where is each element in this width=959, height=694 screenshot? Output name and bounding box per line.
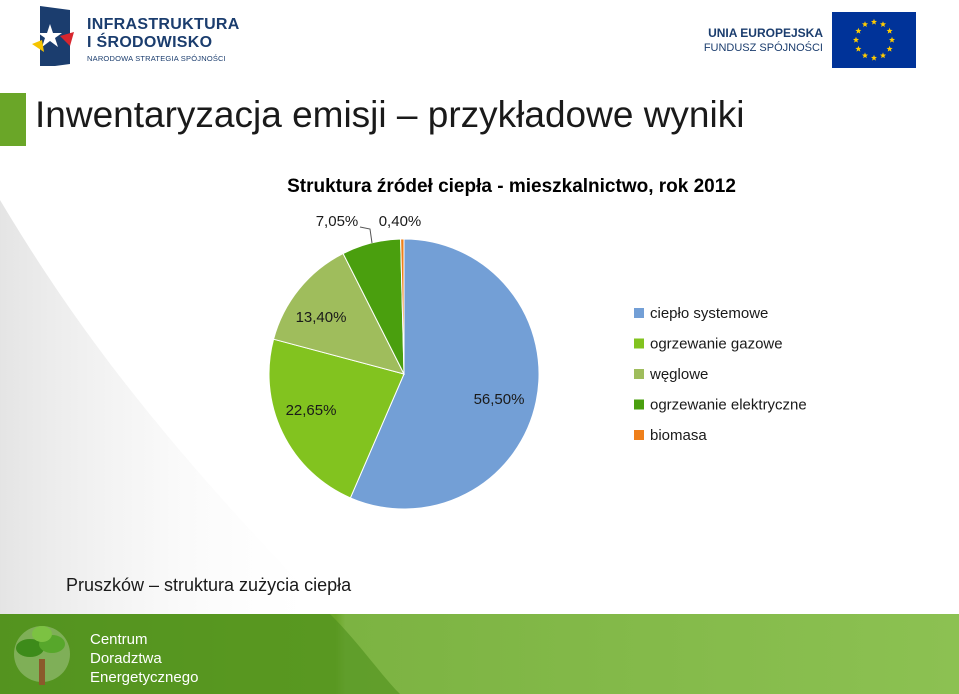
eu-star-icon xyxy=(855,45,862,52)
eu-star-icon xyxy=(855,27,862,34)
eu-star-icon xyxy=(886,45,893,52)
legend-label-2: węglowe xyxy=(649,366,708,383)
footer-bar xyxy=(0,614,959,694)
footer-line2: Doradztwa xyxy=(90,650,162,667)
legend-swatch-4 xyxy=(634,430,644,440)
infrastruktura-logo: INFRASTRUKTURA I ŚRODOWISKO NARODOWA STR… xyxy=(30,6,240,68)
eu-star-icon xyxy=(852,36,860,43)
pie-slice-1 xyxy=(268,338,405,499)
header: INFRASTRUKTURA I ŚRODOWISKO NARODOWA STR… xyxy=(0,0,959,80)
pie-slice-0 xyxy=(349,238,540,510)
title-accent-bar xyxy=(0,93,26,146)
eu-line1: UNIA EUROPEJSKA xyxy=(708,26,823,40)
eu-star-icon xyxy=(870,54,878,61)
page-title: Inwentaryzacja emisji – przykładowe wyni… xyxy=(35,94,745,135)
legend-swatch-2 xyxy=(634,369,644,379)
eu-line2: FUNDUSZ SPÓJNOŚCI xyxy=(703,42,823,54)
footer-line3: Energetycznego xyxy=(90,669,199,686)
data-label-4: 0,40% xyxy=(379,213,422,230)
eu-star-icon xyxy=(861,21,869,27)
footer-line1: Centrum xyxy=(90,631,148,648)
subtitle: Pruszków – struktura zużycia ciepła xyxy=(66,575,352,595)
eu-flag-icon xyxy=(832,12,916,68)
eu-star-icon xyxy=(879,21,887,27)
eu-star-icon xyxy=(879,52,887,59)
data-label-2: 13,40% xyxy=(296,309,347,326)
pie-slice-4 xyxy=(400,238,405,375)
legend-swatch-3 xyxy=(634,399,644,410)
star-emblem-icon xyxy=(32,6,74,66)
eu-star-icon xyxy=(888,36,896,43)
eu-star-icon xyxy=(861,52,869,59)
eu-logo-text: UNIA EUROPEJSKA FUNDUSZ SPÓJNOŚCI xyxy=(704,26,823,54)
legend-label-0: ciepło systemowe xyxy=(650,305,768,322)
eu-star-icon xyxy=(870,18,878,25)
legend-label-4: biomasa xyxy=(650,427,707,444)
chart-title: Struktura źródeł ciepła - mieszkalnictwo… xyxy=(287,176,736,197)
pie-slice-2 xyxy=(272,252,405,375)
data-label-1: 22,65% xyxy=(286,402,337,419)
logo-line1: INFRASTRUKTURA xyxy=(87,16,240,33)
data-label-3: 7,05% xyxy=(316,213,359,230)
tree-logo-icon xyxy=(14,626,70,685)
legend-label-1: ogrzewanie gazowe xyxy=(650,336,783,353)
legend-label-3: ogrzewanie elektryczne xyxy=(650,397,807,414)
pie-chart: 56,50% 22,65% 13,40% 7,05% 0,40% ciepło syste… xyxy=(268,213,807,510)
leader-line xyxy=(359,226,373,244)
logo-line3: NARODOWA STRATEGIA SPÓJNOŚCI xyxy=(87,54,226,63)
legend-swatch-0 xyxy=(634,308,644,318)
data-label-0: 56,50% xyxy=(474,391,525,408)
footer-logo-text: Centrum Doradztwa Energetycznego xyxy=(90,630,198,687)
legend-swatch-1 xyxy=(634,338,644,349)
logo-line2: I ŚRODOWISKO xyxy=(87,34,213,51)
eu-star-icon xyxy=(886,27,893,34)
